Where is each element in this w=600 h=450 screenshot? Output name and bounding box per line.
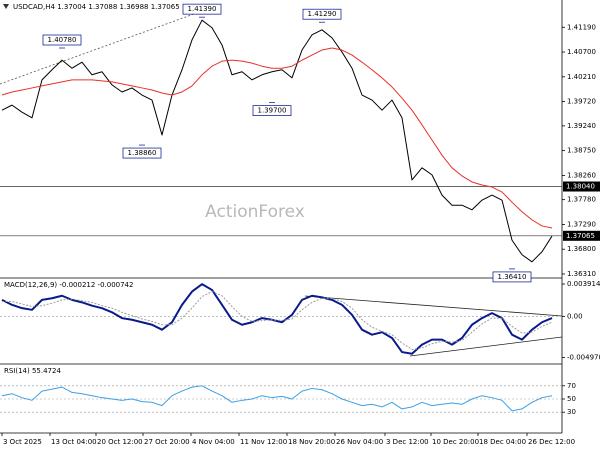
trendline [304,295,563,317]
y-tick-label: 1.41190 [567,23,596,31]
menu-icon [3,4,9,9]
annotation-label: 1.40780 [48,36,77,44]
y-tick-label: 1.36800 [567,245,596,253]
x-tick-label: 13 Oct 04:00 [51,438,97,446]
trendline [409,336,563,357]
annotation-box [252,105,292,116]
series-line [1,385,553,412]
series-line [1,47,553,229]
x-tick-label: 20 Oct 12:00 [97,438,143,446]
x-tick-label: 4 Nov 04:00 [192,438,235,446]
y-tick-label: 1.38750 [567,147,596,155]
annotation-label: 1.38860 [128,149,157,157]
panel-title: RSI(14) 55.4724 [4,367,61,375]
trendline [0,9,206,85]
y-tick-label: 1.38260 [567,171,596,179]
annotation-box [182,3,222,15]
level-label-box [563,181,600,192]
y-tick-label: 70 [567,382,576,390]
x-tick-label: 26 Nov 04:00 [336,438,383,446]
y-tick-label: 30 [567,408,576,416]
y-tick-label: 1.40700 [567,48,596,56]
x-tick-label: 26 Dec 12:00 [528,438,575,446]
annotation-box [122,147,162,159]
level-label: 1.37065 [566,232,595,240]
y-tick-label: 1.39720 [567,98,596,106]
x-tick-label: 11 Nov 12:00 [240,438,287,446]
y-tick-label: 1.40210 [567,73,596,81]
y-tick-label: 0.00 [567,312,583,320]
panel-title: MACD(12,26,9) -0.000212 -0.000742 [4,281,133,289]
series-line [2,291,553,351]
y-tick-label: 1.37290 [567,220,596,228]
annotation-box [302,8,342,20]
series-line [1,19,553,263]
annotation-label: 1.41290 [308,10,337,18]
x-tick-label: 3 Oct 2025 [3,438,42,446]
x-tick-label: 10 Dec 20:00 [432,438,479,446]
y-tick-label: -0.004970 [567,354,600,362]
level-label-box [563,230,600,241]
series-line [1,283,553,355]
panel-title: USDCAD,H4 1.37004 1.37088 1.36988 1.3706… [13,3,180,11]
annotation-box [42,34,82,46]
y-tick-label: 1.36310 [567,270,596,278]
x-tick-label: 27 Oct 20:00 [144,438,190,446]
x-tick-label: 18 Dec 04:00 [479,438,526,446]
annotation-label: 1.41390 [188,5,217,13]
annotation-label: 1.39700 [258,107,287,115]
y-tick-label: 0.003914 [567,280,600,288]
y-tick-label: 50 [567,395,576,403]
level-label: 1.38040 [566,183,595,191]
annotation-label: 1.36410 [498,273,527,281]
x-tick-label: 18 Nov 20:00 [288,438,335,446]
annotation-box [492,271,532,283]
x-tick-label: 3 Dec 12:00 [386,438,429,446]
y-tick-label: 1.39240 [567,122,596,130]
y-tick-label: 1.37780 [567,196,596,204]
watermark: ActionForex [205,202,305,222]
